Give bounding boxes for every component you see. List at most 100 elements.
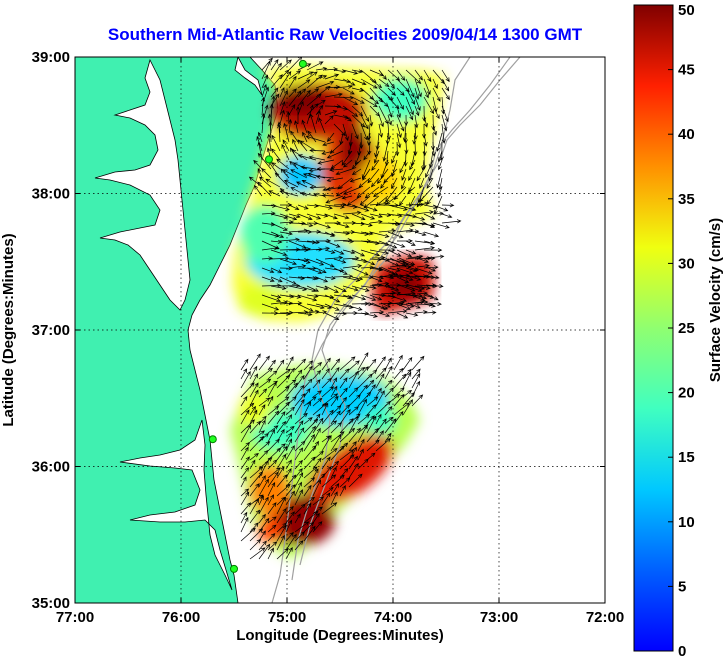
velocity-arrow bbox=[249, 353, 261, 371]
velocity-arrow bbox=[398, 302, 415, 308]
velocity-arrow bbox=[416, 263, 430, 268]
velocity-arrow bbox=[369, 213, 383, 219]
velocity-arrow bbox=[240, 396, 248, 407]
velocity-arrow bbox=[277, 121, 282, 134]
velocity-arrow bbox=[351, 294, 367, 301]
velocity-arrow bbox=[441, 219, 462, 224]
velocity-arrow bbox=[267, 428, 275, 443]
velocity-arrow bbox=[378, 248, 396, 253]
velocity-arrow bbox=[421, 159, 426, 171]
y-axis-label: Latitude (Degrees:Minutes) bbox=[0, 233, 17, 426]
velocity-arrow bbox=[249, 420, 261, 434]
velocity-arrow bbox=[324, 312, 340, 320]
velocity-arrow bbox=[330, 366, 340, 380]
velocity-arrow bbox=[428, 168, 434, 182]
velocity-arrow bbox=[373, 150, 380, 164]
velocity-arrow bbox=[279, 71, 292, 89]
velocity-arrow bbox=[318, 117, 326, 134]
velocity-arrow bbox=[315, 231, 336, 237]
velocity-arrow bbox=[416, 284, 438, 289]
velocity-arrow bbox=[240, 382, 255, 398]
velocity-arrow bbox=[324, 92, 343, 98]
velocity-arrow bbox=[270, 204, 290, 211]
velocity-arrow bbox=[276, 401, 291, 416]
x-tick-label: 77:00 bbox=[56, 609, 94, 626]
velocity-arrow bbox=[294, 398, 305, 416]
velocity-arrow bbox=[315, 110, 321, 125]
velocity-arrow bbox=[342, 78, 356, 86]
velocity-arrow bbox=[240, 419, 255, 434]
velocity-arrow bbox=[351, 123, 359, 140]
plot-area bbox=[75, 57, 605, 603]
velocity-arrow bbox=[261, 74, 269, 89]
velocity-arrow bbox=[297, 88, 307, 98]
velocity-arrow bbox=[351, 285, 370, 292]
velocity-arrow bbox=[348, 360, 360, 371]
velocity-arrow bbox=[389, 262, 410, 268]
velocity-arrow bbox=[389, 273, 411, 278]
velocity-arrow bbox=[342, 249, 356, 255]
velocity-arrow bbox=[426, 177, 434, 189]
velocity-arrow bbox=[360, 285, 377, 290]
velocity-arrow bbox=[369, 276, 383, 283]
velocity-arrow bbox=[249, 498, 260, 515]
velocity-arrow bbox=[371, 266, 384, 271]
velocity-arrow bbox=[357, 438, 365, 452]
velocity-arrow bbox=[393, 393, 405, 407]
velocity-arrow bbox=[333, 311, 347, 316]
velocity-arrow bbox=[324, 249, 336, 254]
velocity-arrow bbox=[396, 96, 404, 110]
velocity-arrow bbox=[267, 502, 277, 515]
velocity-arrow bbox=[276, 507, 287, 524]
velocity-arrow bbox=[375, 356, 386, 371]
velocity-arrow bbox=[393, 354, 403, 371]
velocity-arrow bbox=[297, 303, 314, 312]
velocity-arrow bbox=[258, 176, 272, 188]
delaware-bay bbox=[234, 57, 263, 96]
velocity-arrow bbox=[261, 303, 280, 311]
velocity-arrow bbox=[312, 506, 323, 515]
velocity-arrow bbox=[270, 249, 288, 257]
velocity-arrow bbox=[258, 419, 266, 434]
velocity-arrow bbox=[339, 477, 351, 488]
velocity-arrow bbox=[342, 159, 353, 168]
velocity-arrow bbox=[292, 138, 299, 152]
velocity-arrow bbox=[339, 427, 356, 443]
velocity-arrow bbox=[315, 204, 333, 210]
velocity-arrow bbox=[396, 204, 417, 212]
velocity-arrow bbox=[261, 96, 266, 116]
velocity-arrow bbox=[387, 240, 406, 248]
velocity-arrow bbox=[279, 266, 293, 271]
velocity-arrow bbox=[342, 186, 362, 195]
velocity-arrow bbox=[295, 181, 308, 188]
velocity-arrow bbox=[276, 420, 287, 434]
velocity-arrow bbox=[360, 258, 376, 266]
velocity-arrow bbox=[321, 420, 338, 434]
velocity-arrow bbox=[240, 527, 256, 542]
velocity-arrow bbox=[306, 103, 319, 116]
velocity-arrow bbox=[389, 257, 407, 266]
velocity-arrow bbox=[276, 158, 290, 170]
velocity-arrow bbox=[267, 370, 278, 380]
velocity-arrow bbox=[339, 387, 348, 398]
colorbar-tick-label: 50 bbox=[678, 2, 695, 19]
velocity-arrow bbox=[438, 177, 443, 191]
velocity-arrow bbox=[321, 409, 334, 425]
velocity-arrow bbox=[267, 438, 280, 452]
velocity-arrow bbox=[303, 418, 319, 434]
velocity-arrow bbox=[240, 441, 251, 452]
velocity-arrow bbox=[425, 159, 434, 178]
velocity-arrow bbox=[315, 258, 335, 268]
velocity-arrow bbox=[407, 275, 422, 281]
velocity-arrow bbox=[288, 88, 297, 98]
velocity-arrow bbox=[339, 377, 348, 389]
velocity-arrow bbox=[315, 310, 328, 315]
x-tick-label: 76:00 bbox=[162, 609, 200, 626]
velocity-arrow bbox=[285, 406, 296, 416]
velocity-arrow bbox=[324, 294, 341, 303]
velocity-arrow bbox=[321, 357, 331, 371]
velocity-arrow bbox=[351, 249, 366, 257]
velocity-arrow bbox=[412, 132, 417, 145]
velocity-arrow bbox=[425, 266, 436, 272]
velocity-arrow bbox=[339, 484, 346, 497]
